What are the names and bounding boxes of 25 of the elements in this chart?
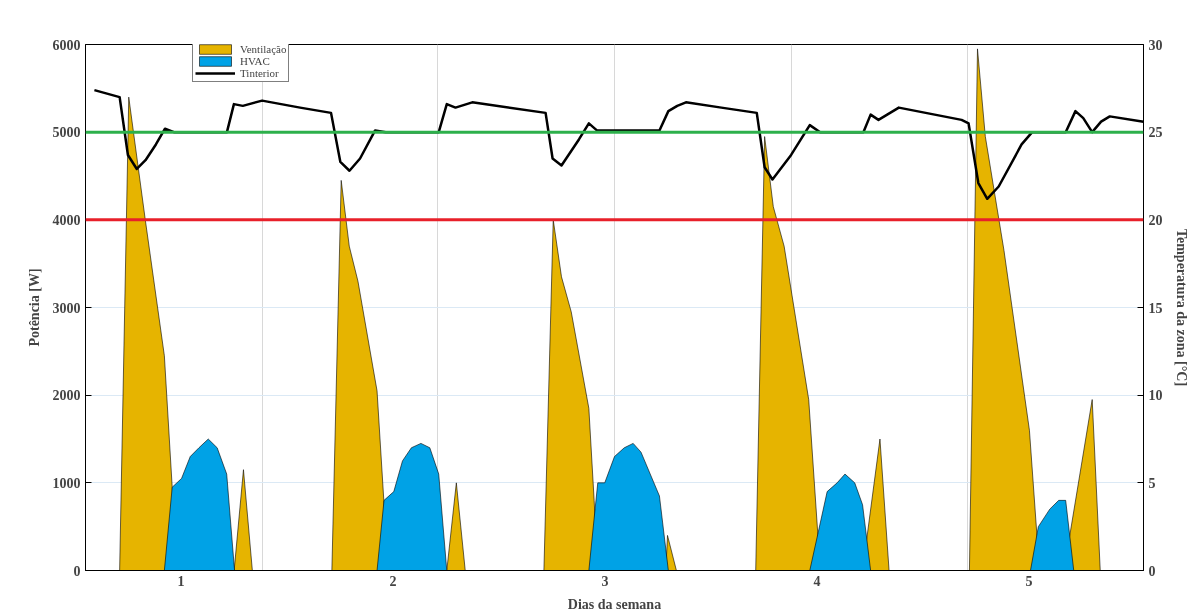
y-tick-label: 2000 (52, 388, 81, 404)
y-tick-label: 4000 (52, 212, 81, 228)
x-tick-label: 3 (601, 573, 609, 589)
x-axis-title: Dias da semana (567, 596, 662, 612)
x-tick-label: 2 (389, 573, 397, 589)
y2-axis-title: Temperatura da zona [°C] (1173, 228, 1189, 387)
y-tick-label: 1000 (52, 475, 81, 491)
y2-tick-label: 10 (1148, 388, 1163, 404)
y2-tick-label: 5 (1148, 475, 1156, 491)
y2-tick-label: 20 (1148, 212, 1163, 228)
legend-label: Ventilação (240, 43, 287, 55)
y2-tick-label: 25 (1148, 125, 1163, 141)
y-tick-label: 5000 (52, 125, 81, 141)
y2-tick-label: 0 (1148, 563, 1156, 579)
y2-tick-label: 30 (1148, 37, 1163, 53)
y-tick-label: 3000 (52, 300, 81, 316)
x-tick-label: 1 (177, 573, 185, 589)
y-tick-label: 6000 (52, 37, 81, 53)
y2-tick-label: 15 (1148, 300, 1163, 316)
x-tick-label: 4 (813, 573, 821, 589)
legend-label: Tinterior (240, 67, 279, 79)
y-tick-label: 0 (73, 563, 81, 579)
x-tick-label: 5 (1025, 573, 1033, 589)
legend-label: HVAC (240, 55, 270, 67)
y-axis-title: Potência [W] (26, 268, 42, 347)
